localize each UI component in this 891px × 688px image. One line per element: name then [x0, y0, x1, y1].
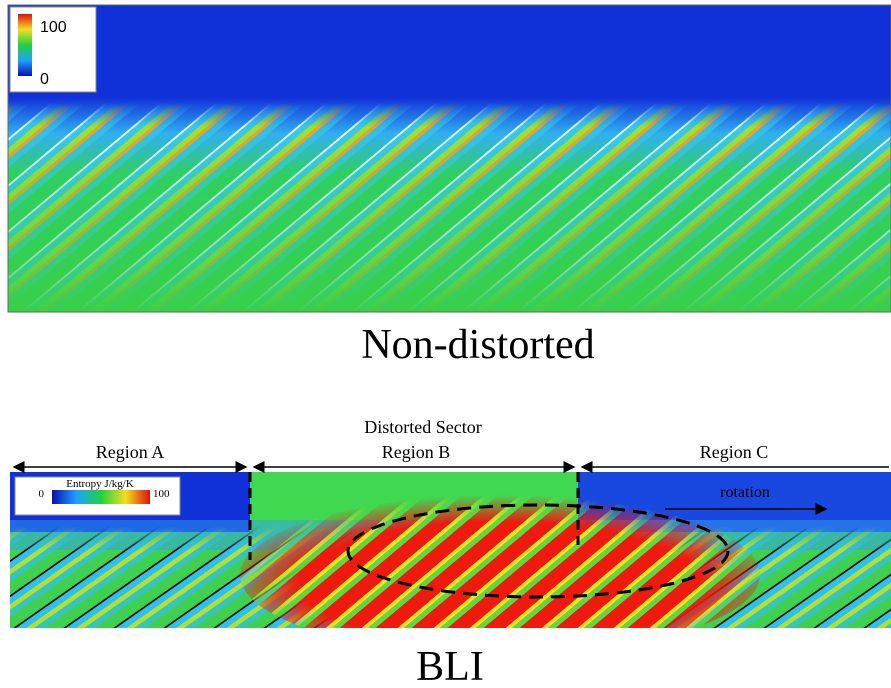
caption: Non-distorted	[361, 322, 594, 368]
bli-panel: 0 Entropy J/kg/K 100 rotation	[10, 472, 891, 628]
region-label: Region A	[96, 442, 165, 462]
region-markers: Distorted Sector Region A Region B Regio…	[14, 417, 889, 467]
rotation-label: rotation	[720, 484, 770, 501]
region-label: Region C	[700, 442, 769, 462]
region-label: Region B	[382, 442, 451, 462]
colorbar: 100 0	[10, 7, 96, 92]
caption: BLI	[416, 644, 484, 688]
colorbar-title: Entropy J/kg/K	[66, 478, 134, 490]
colorbar-max: 100	[40, 19, 67, 36]
sector-label: Distorted Sector	[364, 417, 481, 437]
colorbar: 0 Entropy J/kg/K 100	[15, 477, 180, 515]
colorbar-max: 100	[153, 488, 170, 500]
colorbar-min: 0	[40, 71, 49, 88]
non-distorted-panel: 100 0	[8, 5, 891, 312]
colorbar-min: 0	[39, 488, 45, 500]
figure: 100 0 Non-distorted 0 Entropy J/kg/K 100…	[0, 0, 891, 688]
